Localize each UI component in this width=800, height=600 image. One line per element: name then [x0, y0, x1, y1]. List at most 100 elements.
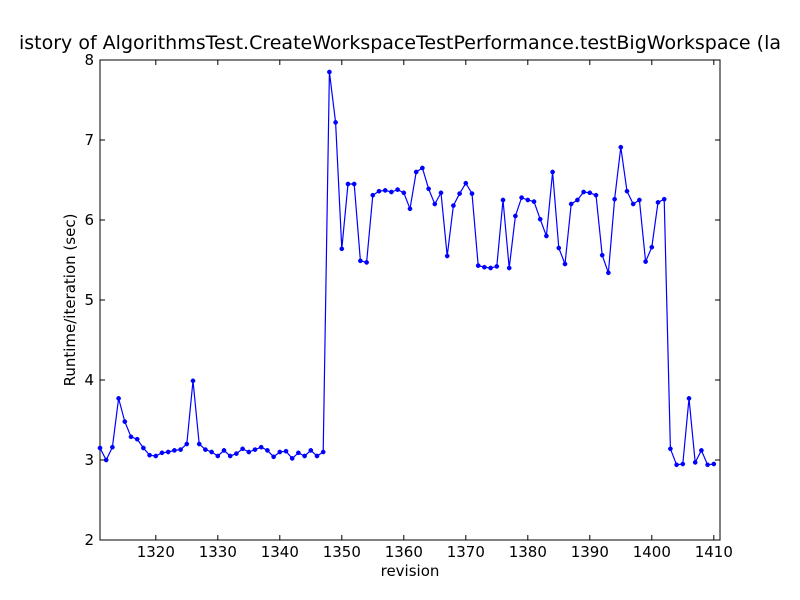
data-point	[643, 259, 648, 264]
data-point	[556, 245, 562, 251]
y-tick-label: 5	[84, 291, 94, 309]
data-point	[630, 201, 636, 207]
data-point	[500, 197, 506, 203]
data-point	[463, 180, 469, 186]
data-point	[184, 441, 190, 447]
x-tick-label: 1390	[571, 543, 609, 561]
data-point	[376, 188, 382, 194]
data-point	[475, 263, 481, 268]
data-point	[618, 144, 624, 150]
data-point	[469, 191, 475, 196]
data-point	[624, 188, 630, 194]
data-point	[172, 448, 177, 453]
data-point	[246, 449, 252, 455]
data-point	[190, 378, 196, 384]
data-point	[438, 190, 444, 196]
data-point	[575, 197, 580, 203]
data-point	[240, 446, 245, 452]
x-axis: 1320 1330 1340 1350 1360 1370 1380 1390 1400 1410	[137, 60, 733, 561]
data-point	[413, 169, 419, 175]
data-point	[289, 456, 295, 461]
data-point	[432, 201, 438, 207]
data-point	[401, 190, 407, 196]
data-point	[711, 461, 717, 467]
data-point	[296, 450, 301, 456]
x-axis-label: revision	[381, 562, 440, 580]
data-point	[327, 69, 332, 75]
data-point	[519, 195, 524, 200]
data-point	[153, 453, 159, 459]
data-series	[97, 69, 717, 468]
data-point	[581, 189, 586, 195]
y-tick-label: 2	[84, 531, 94, 549]
data-point	[178, 447, 183, 452]
data-point	[407, 206, 413, 212]
data-point	[141, 445, 146, 451]
data-point	[382, 188, 388, 193]
x-tick-label: 1350	[323, 543, 361, 561]
x-tick-label: 1400	[633, 543, 671, 561]
y-tick-label: 4	[84, 371, 94, 389]
data-point	[686, 396, 692, 401]
data-point	[358, 258, 363, 264]
y-tick-label: 7	[84, 131, 94, 149]
x-tick-label: 1330	[199, 543, 237, 561]
data-point	[252, 447, 258, 452]
data-point	[97, 445, 103, 451]
x-tick-label: 1360	[385, 543, 423, 561]
data-point	[234, 451, 239, 456]
data-point	[147, 452, 152, 458]
data-point	[668, 446, 673, 452]
data-point	[165, 449, 171, 455]
x-tick-label: 1380	[509, 543, 547, 561]
data-point	[271, 454, 276, 460]
data-point	[333, 120, 338, 125]
x-tick-label: 1340	[261, 543, 299, 561]
data-point	[159, 450, 165, 456]
data-point	[203, 447, 208, 452]
data-point	[494, 264, 500, 269]
y-tick-label: 8	[84, 51, 94, 69]
x-tick-label: 1410	[695, 543, 733, 561]
data-point	[587, 190, 593, 196]
data-point	[277, 449, 283, 455]
data-point	[612, 196, 617, 202]
data-point	[308, 448, 314, 453]
data-point	[531, 199, 537, 204]
data-point	[128, 434, 134, 440]
data-point	[426, 186, 431, 192]
data-point	[351, 181, 357, 187]
data-point	[444, 253, 450, 259]
data-point	[209, 449, 214, 455]
data-point	[649, 244, 655, 250]
data-point	[320, 449, 326, 455]
y-tick-label: 6	[84, 211, 94, 229]
data-point	[196, 441, 202, 447]
data-point	[116, 396, 121, 401]
data-point	[283, 448, 289, 454]
data-point	[451, 203, 456, 208]
data-point	[420, 165, 425, 171]
y-axis-label: Runtime/iteration (sec)	[61, 214, 79, 387]
data-point	[593, 192, 599, 198]
data-point	[606, 270, 611, 276]
data-point	[537, 216, 543, 222]
data-point	[134, 436, 140, 442]
data-point	[215, 453, 221, 459]
data-point	[364, 260, 369, 265]
data-point	[265, 448, 270, 453]
data-point	[506, 265, 512, 271]
data-point	[221, 448, 227, 453]
data-point	[544, 233, 549, 239]
data-point	[339, 246, 345, 252]
y-axis: 2 3 4 5 6 7 8	[84, 51, 720, 549]
x-tick-label: 1320	[137, 543, 175, 561]
data-point	[562, 261, 568, 267]
plot-area	[99, 59, 721, 541]
data-point	[705, 462, 710, 468]
data-point	[314, 453, 320, 459]
data-point	[482, 264, 487, 270]
data-point	[513, 213, 518, 219]
data-point	[674, 462, 679, 468]
